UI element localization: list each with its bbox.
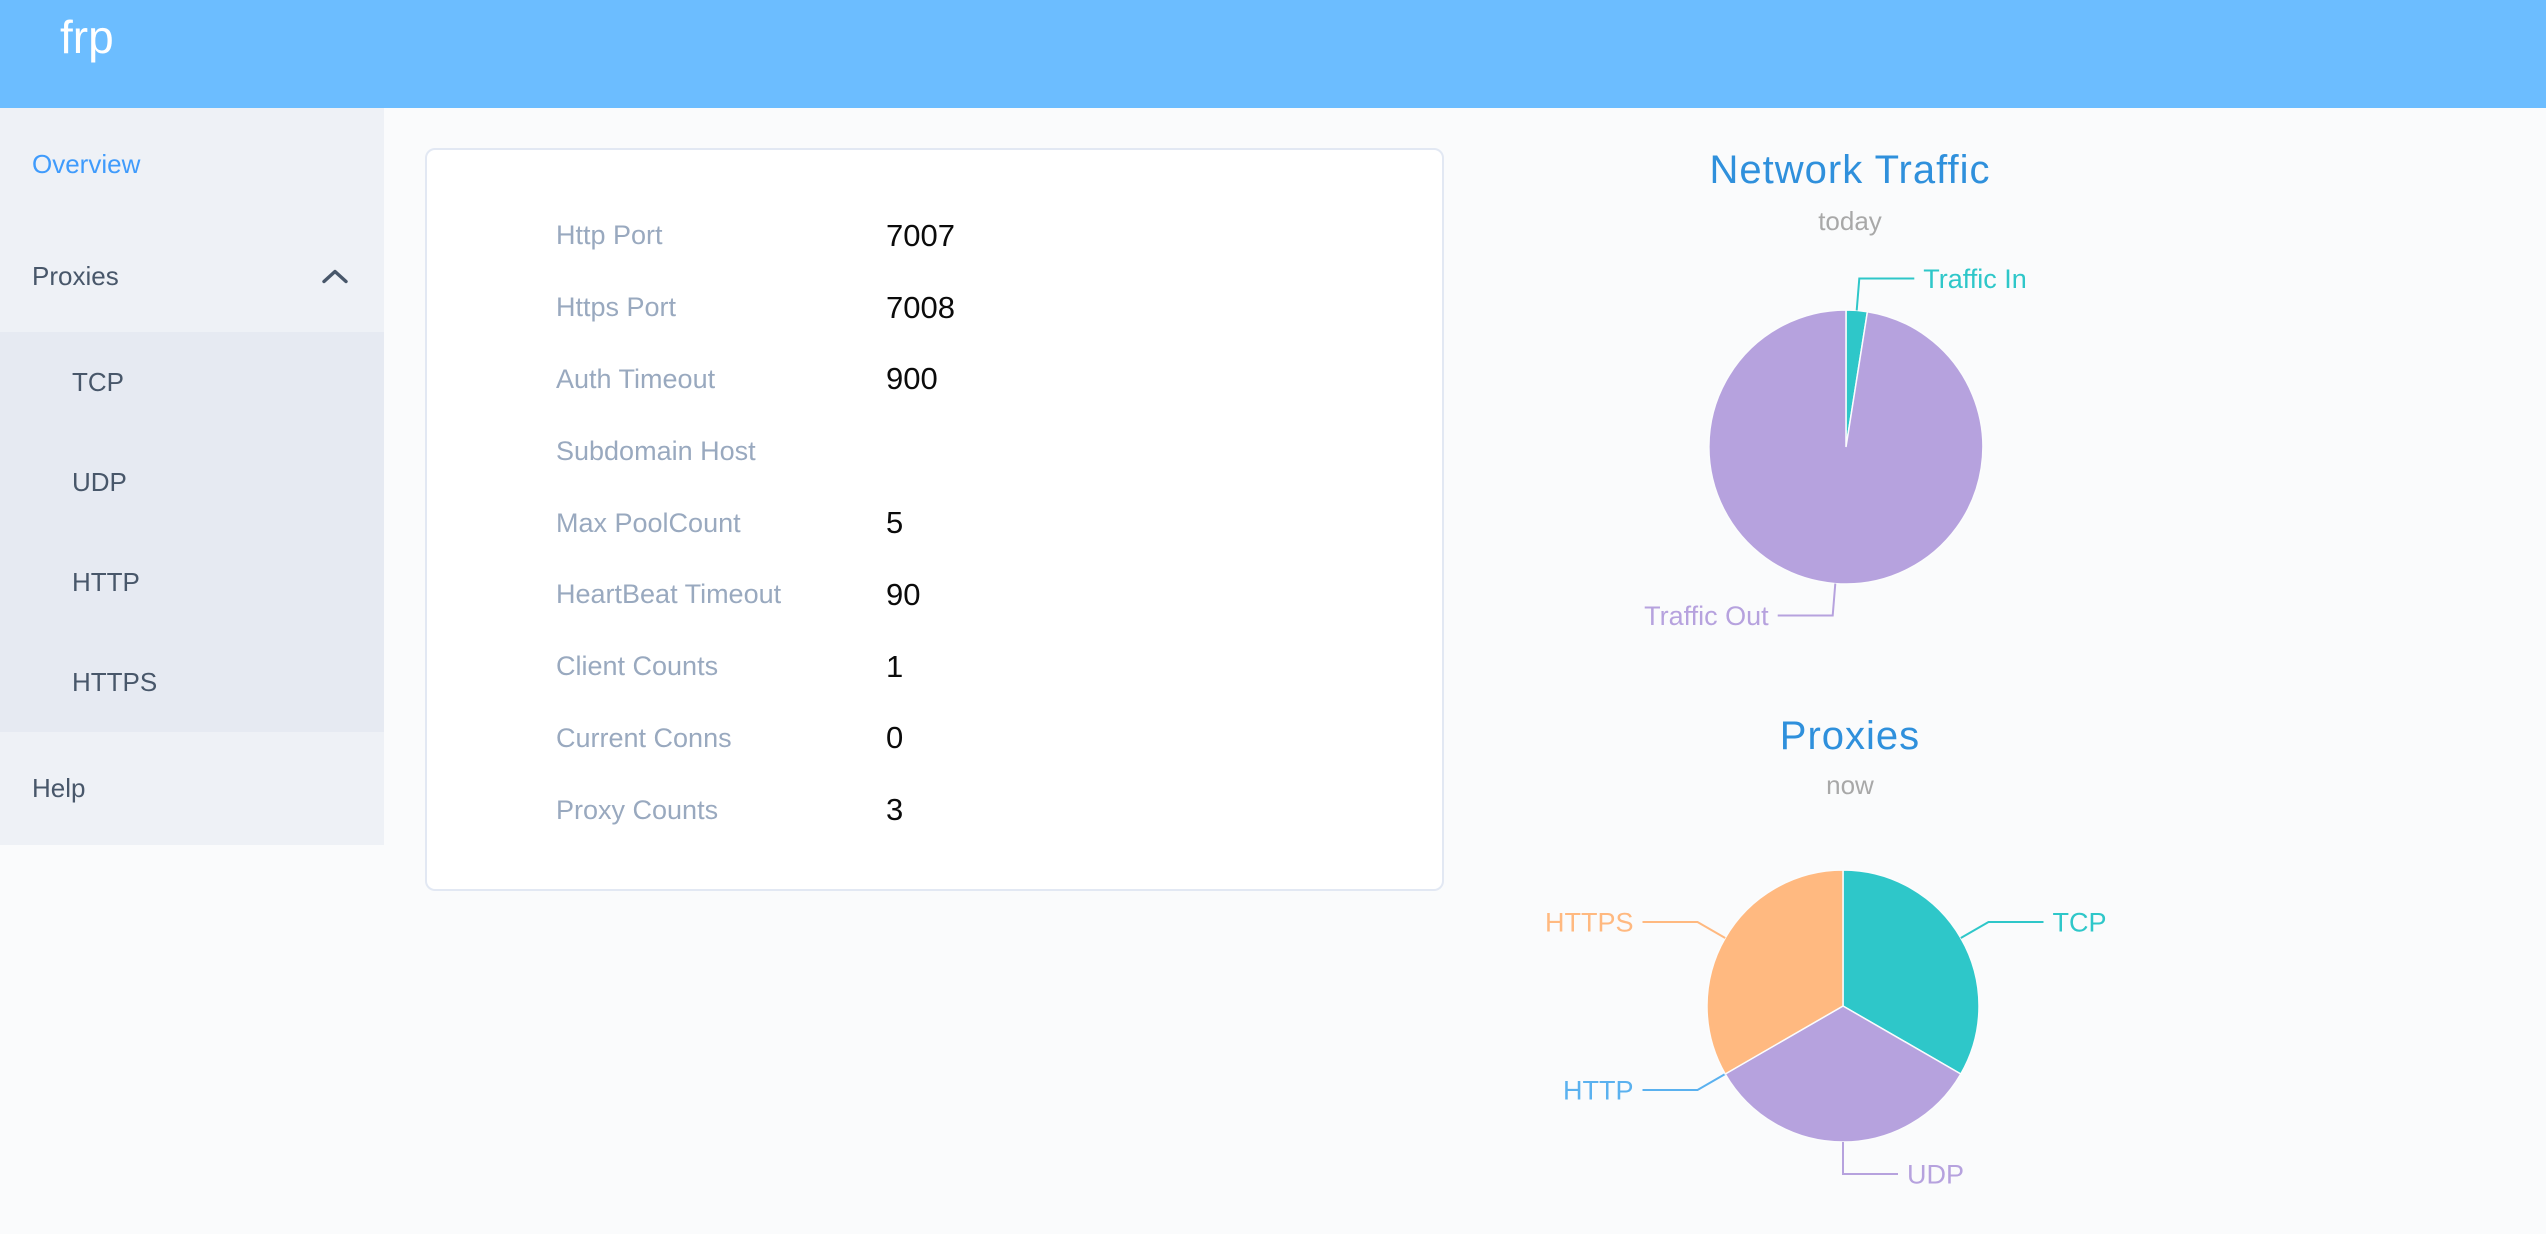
config-label: Max PoolCount (556, 507, 741, 538)
config-row-max-poolcount: Max PoolCount 5 (427, 487, 1442, 559)
config-value: 0 (886, 720, 904, 756)
proxies-chart: Proxies now TCP UDP HTTP HTTPS (1520, 700, 2180, 1234)
chevron-up-icon (322, 269, 348, 284)
proxies-pie[interactable]: TCP UDP HTTP HTTPS (1520, 700, 2180, 1234)
config-label: Https Port (556, 292, 677, 323)
chart-title: Network Traffic (1709, 148, 1991, 192)
pie-label-http: HTTP (1563, 1075, 1634, 1105)
config-label: HeartBeat Timeout (556, 579, 782, 610)
pie-label-traffic-out: Traffic Out (1644, 601, 1769, 631)
sidebar-item-proxies[interactable]: Proxies (0, 220, 384, 332)
pie-label-line-http (1642, 1073, 1726, 1091)
pie-label-line-traffic-in (1855, 277, 1915, 311)
network-traffic-chart: Network Traffic today Traffic In Traffic … (1520, 140, 2180, 688)
pie-label-line-traffic-out (1777, 583, 1837, 617)
app-header: frp (0, 0, 2546, 108)
pie-slice-traffic-out[interactable] (1708, 309, 1984, 585)
sidebar-item-label: TCP (72, 366, 124, 397)
pie-label-https: HTTPS (1545, 907, 1634, 937)
config-row-https-port: Https Port 7008 (427, 272, 1442, 344)
config-value: 5 (886, 505, 904, 541)
sidebar-item-https[interactable]: HTTPS (0, 632, 384, 732)
config-value: 7007 (886, 217, 955, 253)
config-label: Http Port (556, 220, 663, 251)
config-value: 1 (886, 648, 904, 684)
pie-label-line-udp (1842, 1142, 1898, 1175)
chart-title: Proxies (1779, 714, 1921, 758)
sidebar: Overview Proxies TCP UDP HTTP HTTPS Help (0, 108, 384, 845)
config-row-heartbeat-timeout: HeartBeat Timeout 90 (427, 559, 1442, 631)
pie-label-line-https (1642, 921, 1726, 939)
config-row-subdomain-host: Subdomain Host (427, 415, 1442, 487)
sidebar-item-label: Overview (32, 148, 141, 179)
config-label: Auth Timeout (556, 363, 716, 394)
config-label: Current Conns (556, 722, 732, 753)
pie-label-udp: UDP (1907, 1159, 1964, 1189)
sidebar-item-label: HTTPS (72, 666, 158, 697)
config-row-current-conns: Current Conns 0 (427, 703, 1442, 775)
config-row-auth-timeout: Auth Timeout 900 (427, 344, 1442, 416)
pie-label-line-tcp (1960, 921, 2044, 939)
sidebar-submenu-proxies: TCP UDP HTTP HTTPS (0, 332, 384, 732)
pie-label-traffic-in: Traffic In (1923, 264, 2027, 294)
config-label: Subdomain Host (556, 435, 756, 466)
pie-slice-https[interactable] (1706, 869, 1844, 1076)
config-value: 90 (886, 576, 921, 612)
sidebar-item-overview[interactable]: Overview (0, 108, 384, 220)
sidebar-item-help[interactable]: Help (0, 732, 384, 845)
sidebar-item-label: Help (32, 773, 86, 803)
network-traffic-pie[interactable]: Traffic In Traffic Out (1520, 140, 2180, 688)
config-value: 7008 (886, 289, 955, 325)
sidebar-item-udp[interactable]: UDP (0, 432, 384, 532)
app-logo: frp (60, 11, 114, 63)
chart-subtitle: today (1818, 206, 1882, 236)
server-config-card: Http Port 7007 Https Port 7008 Auth Time… (425, 148, 1444, 891)
sidebar-item-tcp[interactable]: TCP (0, 332, 384, 432)
config-label: Proxy Counts (556, 794, 719, 825)
chart-subtitle: now (1826, 770, 1874, 800)
sidebar-item-label: Proxies (32, 260, 119, 291)
config-row-proxy-counts: Proxy Counts 3 (427, 774, 1442, 846)
config-row-client-counts: Client Counts 1 (427, 631, 1442, 703)
sidebar-item-label: HTTP (72, 566, 140, 597)
config-value: 3 (886, 792, 904, 828)
config-value: 900 (886, 361, 938, 397)
config-label: Client Counts (556, 651, 719, 682)
sidebar-item-http[interactable]: HTTP (0, 532, 384, 632)
sidebar-item-label: UDP (72, 466, 127, 497)
pie-label-tcp: TCP (2053, 907, 2107, 937)
config-row-http-port: Http Port 7007 (427, 200, 1442, 272)
